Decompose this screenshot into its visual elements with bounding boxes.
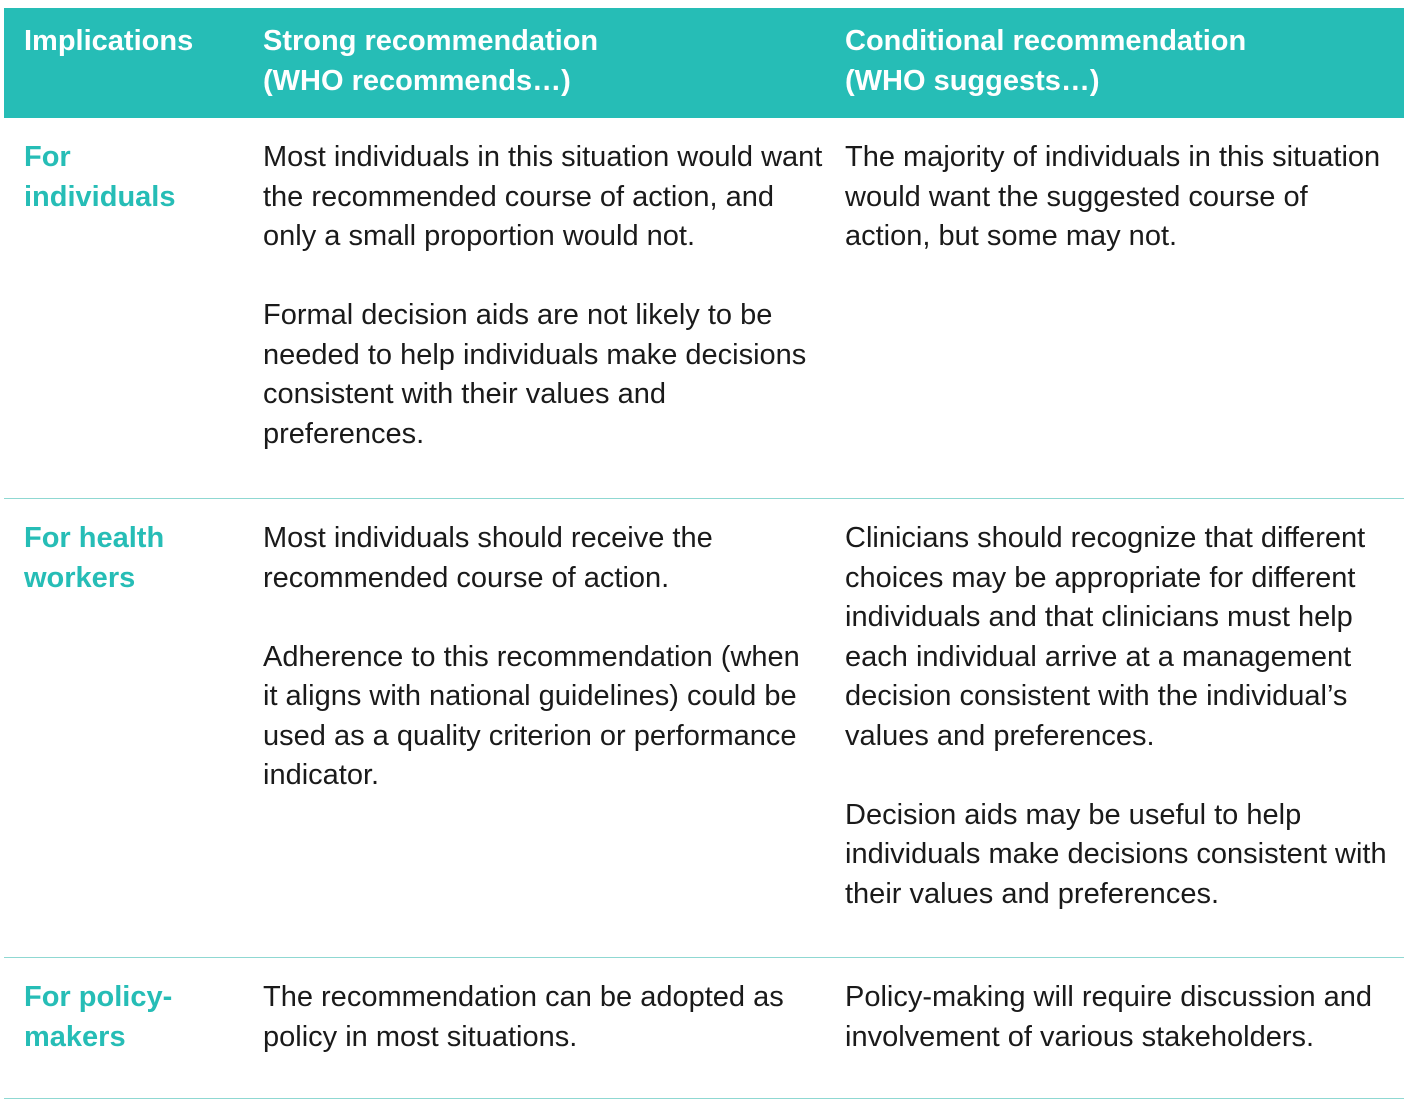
header-implications: Implications [24,25,194,57]
strong-paragraph: Adherence to this recommendation (when i… [263,640,800,792]
strong-paragraph: Most individuals in this situation would… [263,141,823,252]
strong-cell-policy-makers: The recommendation can be adopted as pol… [263,978,823,1057]
conditional-cell-policy-makers: Policy-making will require discussion an… [845,978,1375,1057]
conditional-cell-health-workers: Clinicians should recognize that differe… [845,519,1400,914]
header-conditional-subtitle: (WHO suggests…) [845,65,1100,97]
header-strong-recommendation: Strong recommendation (WHO recommends…) [263,21,823,101]
header-conditional-recommendation: Conditional recommendation (WHO suggests… [845,21,1400,101]
strong-cell-health-workers: Most individuals should receive the reco… [263,519,803,796]
table-row: For health workers Most individuals shou… [4,499,1404,958]
header-strong-title: Strong recommendation [263,25,599,57]
conditional-paragraph: Decision aids may be useful to help indi… [845,798,1387,910]
row-label-health-workers: For health workers [24,522,165,594]
row-label-individuals: For individuals [24,141,176,213]
header-strong-subtitle: (WHO recommends…) [263,65,571,97]
recommendation-implications-table: Implications Strong recommendation (WHO … [4,8,1404,1099]
table-header: Implications Strong recommendation (WHO … [4,8,1404,118]
strong-cell-individuals: Most individuals in this situation would… [263,138,823,454]
strong-paragraph: Most individuals should receive the reco… [263,522,713,594]
table-row: For policy-makers The recommendation can… [4,958,1404,1099]
strong-paragraph: The recommendation can be adopted as pol… [263,981,784,1053]
row-label-policy-makers: For policy-makers [24,981,173,1053]
conditional-cell-individuals: The majority of individuals in this situ… [845,138,1400,257]
conditional-paragraph: Policy-making will require discussion an… [845,981,1373,1053]
conditional-paragraph: The majority of individuals in this situ… [845,141,1381,252]
conditional-paragraph: Clinicians should recognize that differe… [845,522,1366,752]
table-row: For individuals Most individuals in this… [4,118,1404,499]
strong-paragraph: Formal decision aids are not likely to b… [263,299,807,450]
header-conditional-title: Conditional recommendation [845,25,1247,57]
